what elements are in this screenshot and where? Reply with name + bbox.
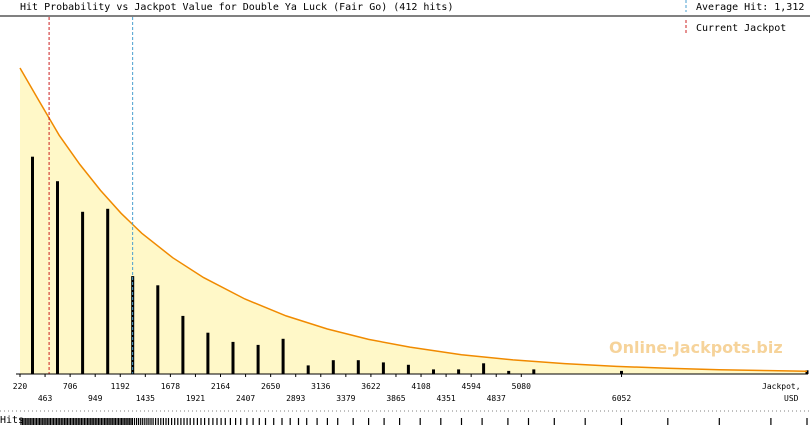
tick-label-lower-0: 463: [38, 394, 53, 403]
tick-label-lower-1: 949: [88, 394, 103, 403]
bar-8: [231, 341, 235, 374]
bar-10: [281, 338, 285, 374]
bar-18: [482, 363, 486, 374]
probability-curve: [19, 67, 808, 372]
probability-fill: [20, 68, 807, 374]
bar-11: [306, 365, 310, 374]
bar-17: [457, 369, 461, 374]
tick-label-upper-4: 2164: [211, 382, 230, 391]
bar-1: [56, 181, 59, 374]
tick-label-upper-3: 1678: [161, 382, 180, 391]
bar-6: [181, 315, 185, 374]
bar-13: [356, 360, 360, 374]
bar-20: [532, 369, 536, 374]
chart-title: Hit Probability vs Jackpot Value for Dou…: [20, 2, 453, 13]
tick-label-upper-2: 1192: [111, 382, 130, 391]
tick-label-upper-0: 220: [13, 382, 28, 391]
tick-label-upper-10: 5080: [512, 382, 531, 391]
average-hit-legend: Average Hit: 1,312: [696, 2, 804, 13]
tick-label-lower-5: 2893: [286, 394, 305, 403]
tick-label-lower-9: 4837: [487, 394, 506, 403]
bar-2: [81, 211, 85, 374]
tick-label-upper-8: 4108: [411, 382, 430, 391]
tick-label-upper-7: 3622: [361, 382, 380, 391]
bar-12: [331, 360, 335, 374]
bar-21: [620, 370, 623, 374]
tick-label-lower-6: 3379: [336, 394, 355, 403]
x-axis-unit: USD: [784, 394, 799, 403]
bar-19: [507, 370, 511, 374]
tick-label-lower-7: 3865: [386, 394, 405, 403]
tick-label-upper-6: 3136: [311, 382, 330, 391]
bar-16: [432, 369, 435, 374]
bar-9: [256, 344, 260, 374]
tick-label-lower-3: 1921: [186, 394, 205, 403]
bar-5: [156, 285, 160, 374]
hits-label: Hits: [0, 415, 24, 425]
tick-label-lower-10: 6052: [612, 394, 631, 403]
tick-label-lower-4: 2407: [236, 394, 255, 403]
bar-15: [406, 364, 410, 374]
bar-14: [381, 362, 385, 374]
tick-label-lower-8: 4351: [436, 394, 455, 403]
bar-4: [131, 276, 135, 374]
tick-label-upper-9: 4594: [462, 382, 481, 391]
x-axis-label: Jackpot,: [762, 382, 801, 391]
tick-label-upper-1: 706: [63, 382, 78, 391]
current-jackpot-legend: Current Jackpot: [696, 23, 786, 34]
bar-7: [206, 332, 210, 374]
bar-0: [31, 156, 34, 374]
watermark-logo: Online-Jackpots.biz: [609, 338, 783, 357]
tick-label-lower-2: 1435: [136, 394, 155, 403]
bar-22: [805, 370, 809, 374]
bar-3: [106, 208, 110, 374]
tick-label-upper-5: 2650: [261, 382, 280, 391]
